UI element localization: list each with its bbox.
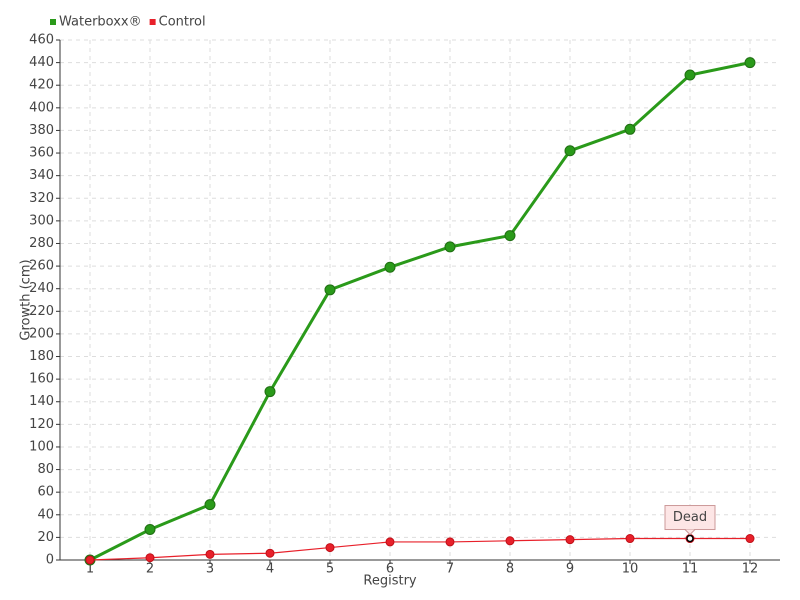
legend-label: Control — [159, 15, 206, 30]
data-point — [624, 123, 636, 135]
y-tick-label: 460 — [29, 33, 54, 48]
x-tick-label: 5 — [326, 562, 334, 577]
x-tick-label: 4 — [266, 562, 274, 577]
y-tick-label: 180 — [29, 349, 54, 364]
data-point — [504, 230, 516, 242]
y-tick-label: 200 — [29, 326, 54, 341]
data-point — [385, 537, 395, 547]
x-tick-label: 12 — [742, 562, 759, 577]
x-tick-label: 8 — [506, 562, 514, 577]
data-point — [85, 555, 95, 565]
y-tick-label: 240 — [29, 281, 54, 296]
data-point — [325, 543, 335, 553]
y-tick-label: 400 — [29, 100, 54, 115]
data-point — [265, 548, 275, 558]
data-point — [205, 549, 215, 559]
y-tick-label: 20 — [37, 530, 54, 545]
legend-swatch — [50, 19, 56, 25]
data-point — [744, 57, 756, 69]
x-tick-label: 2 — [146, 562, 154, 577]
series-line — [89, 61, 751, 562]
x-tick-label: 11 — [682, 562, 699, 577]
data-point — [144, 523, 156, 535]
y-tick-label: 60 — [37, 485, 54, 500]
y-tick-label: 300 — [29, 213, 54, 228]
x-tick-label: 6 — [386, 562, 394, 577]
y-tick-label: 440 — [29, 55, 54, 70]
data-point — [324, 284, 336, 296]
y-tick-label: 320 — [29, 191, 54, 206]
annotation-label: Dead — [673, 510, 707, 525]
data-point — [204, 499, 216, 511]
y-tick-label: 0 — [46, 553, 54, 568]
y-tick-label: 420 — [29, 78, 54, 93]
legend-label: Waterboxx® — [59, 15, 142, 30]
annotation-box — [664, 505, 716, 531]
data-point — [684, 69, 696, 81]
x-tick-label: 3 — [206, 562, 214, 577]
y-tick-label: 340 — [29, 168, 54, 183]
annotation-marker — [686, 534, 694, 543]
data-point — [745, 534, 755, 544]
x-axis-label: Registry — [363, 574, 417, 589]
data-point — [564, 145, 576, 157]
y-tick-label: 220 — [29, 304, 54, 319]
data-point — [384, 261, 396, 273]
x-tick-label: 10 — [622, 562, 639, 577]
x-tick-label: 9 — [566, 562, 574, 577]
annotation: Dead — [664, 505, 716, 543]
data-point — [264, 386, 276, 398]
data-point — [625, 534, 635, 544]
y-tick-label: 100 — [29, 439, 54, 454]
y-axis-label: Growth (cm) — [19, 259, 34, 340]
data-point — [505, 536, 515, 546]
y-tick-label: 80 — [37, 462, 54, 477]
y-tick-label: 260 — [29, 259, 54, 274]
y-tick-label: 40 — [37, 507, 54, 522]
y-tick-label: 160 — [29, 372, 54, 387]
y-tick-label: 380 — [29, 123, 54, 138]
series-line — [89, 537, 750, 561]
data-point — [145, 553, 155, 563]
annotation-pointer — [684, 529, 696, 536]
y-tick-label: 140 — [29, 394, 54, 409]
data-point — [444, 241, 456, 253]
y-tick-label: 360 — [29, 146, 54, 161]
x-tick-label: 1 — [86, 562, 94, 577]
x-tick-label: 7 — [446, 562, 454, 577]
data-point — [445, 537, 455, 547]
y-tick-label: 120 — [29, 417, 54, 432]
data-point — [565, 535, 575, 545]
legend-swatch — [149, 19, 156, 25]
y-tick-label: 280 — [29, 236, 54, 251]
